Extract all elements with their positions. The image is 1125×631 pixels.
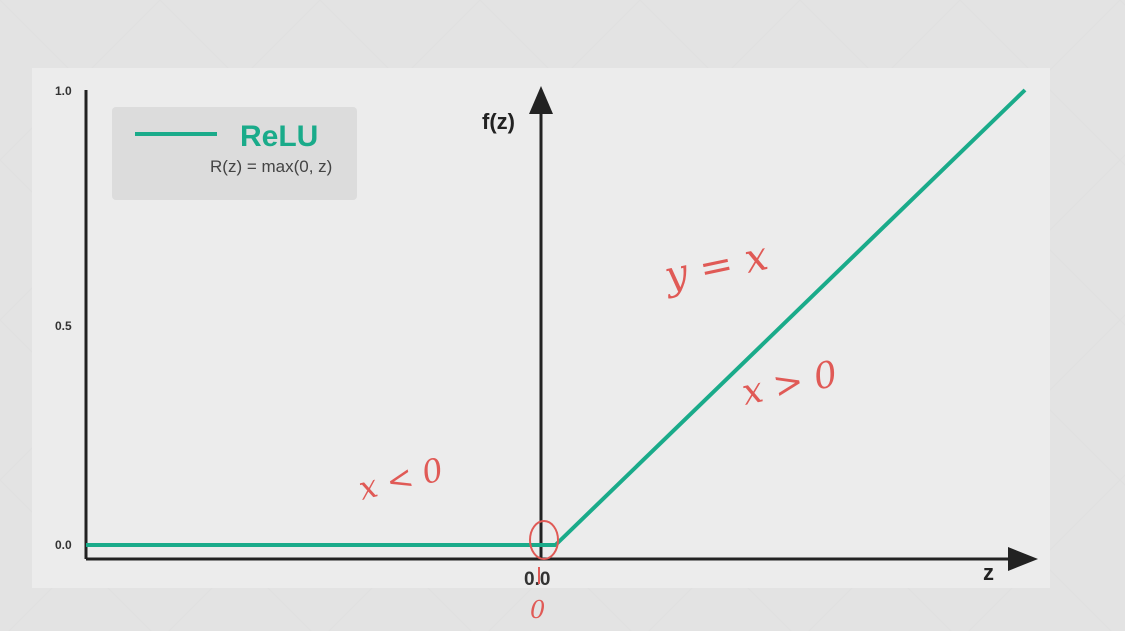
legend-formula: R(z) = max(0, z) [210,157,332,176]
y-tick-label: 0.0 [55,538,72,552]
axes: f(z) z [84,86,1038,585]
y-axis-arrow-icon [529,86,553,114]
x-axis-label: z [983,560,994,585]
origin-circle-mark [529,520,559,560]
x-tick-label: 0.0 [524,569,550,590]
x-axis-arrow-icon [1008,547,1038,571]
y-tick-label: 1.0 [55,84,72,98]
legend-box [112,107,357,200]
legend: ReLU R(z) = max(0, z) [112,107,357,200]
y-axis-label: f(z) [482,109,515,134]
y-tick-label: 0.5 [55,319,72,333]
y-ticks: 0.0 0.5 1.0 [55,84,72,552]
origin-note: 0 [530,596,545,624]
relu-series-line [86,88,1027,547]
legend-series-name: ReLU [240,120,318,153]
